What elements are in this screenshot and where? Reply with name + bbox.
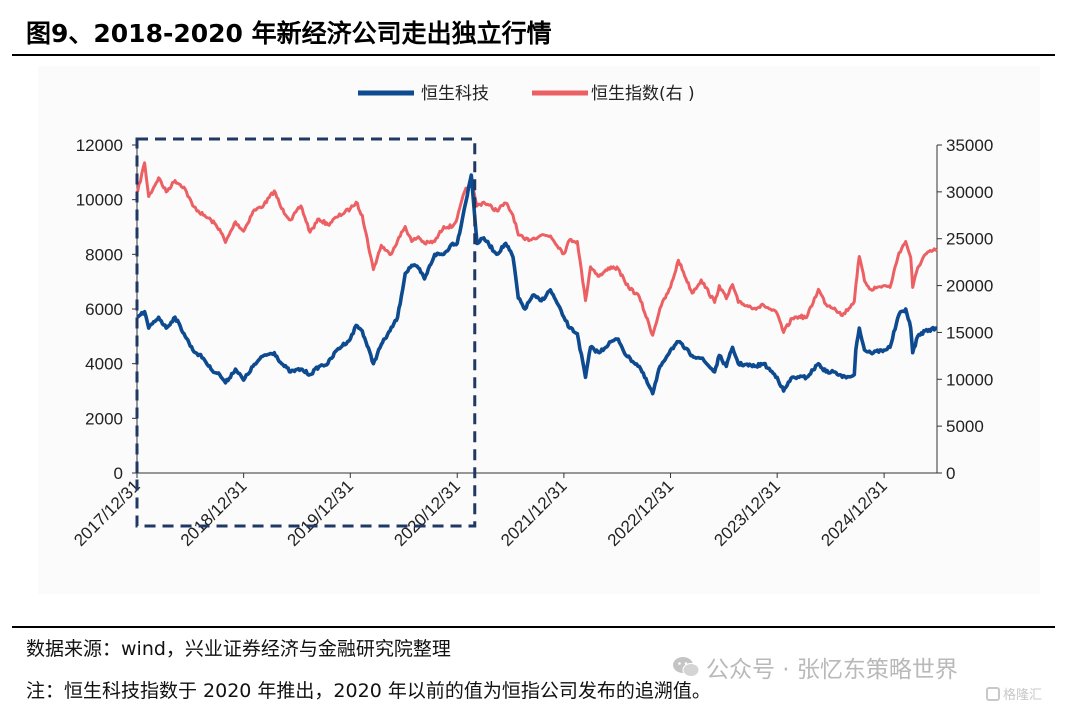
series-line-hstech — [136, 173, 938, 396]
right-tick-label: 15000 — [946, 323, 993, 342]
logo: 格隆汇 — [986, 684, 1042, 703]
footnote: 注：恒生科技指数于 2020 年推出，2020 年以前的值为恒指公司发布的追溯值… — [26, 680, 711, 702]
figure-title: 图9、2018-2020 年新经济公司走出独立行情 — [26, 19, 552, 48]
watermark-text: 公众号 · 张忆东策略世界 — [706, 657, 958, 683]
top-rule — [12, 54, 1055, 56]
logo-icon — [986, 686, 1000, 701]
legend-label-hstech: 恒生科技 — [421, 84, 489, 104]
bottom-rule — [12, 626, 1055, 628]
series-group — [136, 161, 938, 396]
highlight-dashed-box — [135, 137, 477, 528]
left-tick-label: 12000 — [76, 136, 123, 155]
left-tick-label: 0 — [114, 464, 123, 483]
legend-label-hsi: 恒生指数(右 ) — [591, 84, 695, 104]
x-tick-label: 2023/12/31 — [710, 476, 784, 550]
plot-background — [38, 66, 1040, 594]
right-tick-label: 20000 — [946, 277, 993, 296]
left-tick-label: 6000 — [85, 300, 123, 319]
data-source: 数据来源：wind，兴业证券经济与金融研究院整理 — [26, 638, 451, 660]
x-tick-label: 2019/12/31 — [284, 476, 358, 550]
right-tick-label: 0 — [946, 464, 955, 483]
x-tick-label: 2020/12/31 — [390, 476, 464, 550]
left-tick-label: 8000 — [85, 245, 123, 264]
left-tick-label: 4000 — [85, 355, 123, 374]
logo-text: 格隆汇 — [1003, 688, 1043, 703]
x-tick-label: 2021/12/31 — [497, 476, 571, 550]
wechat-icon — [673, 657, 700, 677]
right-tick-label: 5000 — [946, 417, 984, 436]
legend: 恒生科技 恒生指数(右 ) — [358, 84, 695, 104]
x-tick-label: 2024/12/31 — [817, 476, 891, 550]
x-tick-label: 2022/12/31 — [604, 476, 678, 550]
watermark: 公众号 · 张忆东策略世界 — [672, 650, 958, 684]
x-tick-label: 2018/12/31 — [177, 476, 251, 550]
left-tick-label: 2000 — [85, 409, 123, 428]
axes: 0 2000 4000 6000 8000 10000 12000 0 5000 10000 150… — [70, 136, 993, 550]
series-line-hsi — [136, 161, 938, 337]
right-tick-label: 10000 — [946, 370, 993, 389]
right-tick-label: 30000 — [946, 183, 993, 202]
right-tick-label: 35000 — [946, 136, 993, 155]
right-tick-label: 25000 — [946, 230, 993, 249]
x-tick-label: 2017/12/31 — [70, 476, 144, 550]
left-tick-label: 10000 — [76, 191, 123, 210]
